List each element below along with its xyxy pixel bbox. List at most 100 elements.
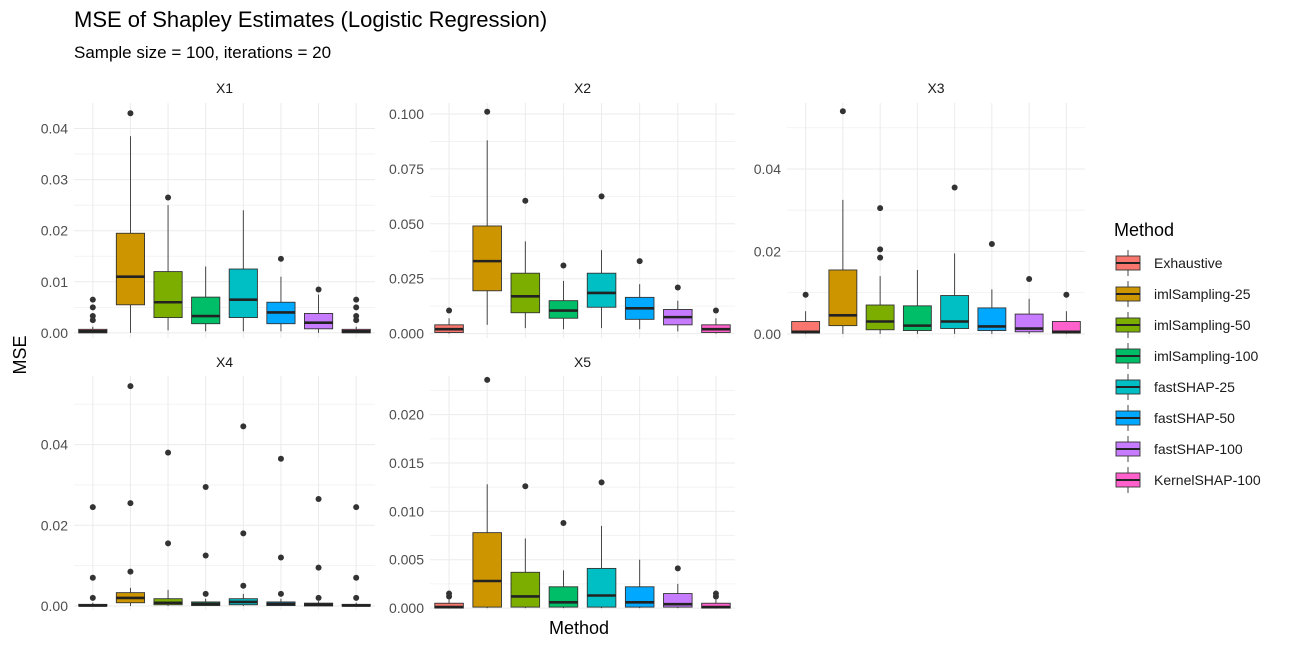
box-fastshap-100 bbox=[304, 496, 334, 607]
y-tick-label: 0.000 bbox=[389, 600, 424, 616]
outlier-point bbox=[353, 504, 360, 511]
box-fastshap-25 bbox=[228, 423, 258, 606]
box-imlsampling-100 bbox=[191, 483, 221, 607]
y-tick-label: 0.04 bbox=[754, 161, 781, 177]
box-body bbox=[510, 272, 541, 314]
y-tick-label: 0.00 bbox=[754, 326, 781, 342]
y-tick-label: 0.015 bbox=[389, 455, 424, 471]
outlier-point bbox=[988, 241, 995, 247]
outlier-point bbox=[598, 479, 605, 486]
legend-item-imlsampling-25: imlSampling-25 bbox=[1115, 281, 1251, 307]
outlier-point bbox=[315, 564, 322, 571]
box-fastshap-25 bbox=[940, 184, 970, 334]
box-exhaustive bbox=[791, 291, 821, 334]
outlier-point bbox=[446, 593, 453, 600]
box-fastshap-100 bbox=[1014, 276, 1044, 334]
outlier-point bbox=[839, 108, 846, 115]
outlier-point bbox=[202, 552, 209, 559]
y-tick-label: 0.01 bbox=[41, 274, 68, 290]
box-body bbox=[940, 295, 970, 329]
outlier-point bbox=[877, 246, 884, 253]
legend-label: fastSHAP-100 bbox=[1154, 441, 1243, 457]
outlier-point bbox=[277, 255, 284, 262]
box-fastshap-50 bbox=[266, 455, 296, 607]
facet-panels: X1 0.00 0.01 0.02 0.03 0.04 X2 0.000 0.025 0.050 0… bbox=[41, 80, 1085, 616]
legend-label: imlSampling-25 bbox=[1154, 286, 1251, 302]
outlier-point bbox=[522, 483, 529, 490]
box-fastshap-50 bbox=[624, 258, 655, 330]
outlier-point bbox=[484, 376, 491, 383]
panel-x5: X5 0.000 0.005 0.010 0.015 0.020 bbox=[389, 354, 735, 616]
outlier-point bbox=[127, 110, 134, 117]
box-exhaustive bbox=[78, 504, 108, 607]
outlier-point bbox=[127, 568, 134, 575]
box-body bbox=[191, 296, 221, 325]
box-imlsampling-100 bbox=[191, 266, 221, 332]
outlier-point bbox=[89, 296, 96, 303]
box-imlsampling-25 bbox=[472, 108, 502, 325]
y-tick-label: 0.04 bbox=[41, 121, 68, 137]
y-tick-label: 0.000 bbox=[389, 326, 424, 342]
box-kernelshap-100 bbox=[1051, 291, 1081, 334]
y-tick-label: 0.02 bbox=[41, 223, 68, 239]
outlier-point bbox=[240, 530, 247, 537]
box-kernelshap-100 bbox=[701, 590, 731, 609]
outlier-point bbox=[712, 307, 719, 314]
outlier-point bbox=[277, 590, 284, 597]
legend: Method Exhaustive imlSampling-25 imlSampli… bbox=[1114, 220, 1261, 493]
box-exhaustive bbox=[434, 590, 464, 609]
box-imlsampling-50 bbox=[153, 194, 183, 331]
outlier-point bbox=[89, 594, 96, 601]
outlier-point bbox=[1063, 291, 1070, 298]
y-tick-label: 0.00 bbox=[41, 325, 68, 341]
facet-strip-label: X5 bbox=[574, 354, 591, 370]
outlier-point bbox=[712, 593, 719, 600]
box-fastshap-50 bbox=[624, 559, 655, 609]
outlier-point bbox=[674, 565, 681, 572]
y-tick-label: 0.02 bbox=[41, 517, 68, 533]
box-kernelshap-100 bbox=[341, 504, 371, 607]
box-exhaustive bbox=[78, 296, 108, 334]
box-body bbox=[977, 307, 1007, 332]
box-body bbox=[153, 271, 183, 319]
box-fastshap-25 bbox=[586, 193, 617, 329]
legend-label: Exhaustive bbox=[1154, 255, 1223, 271]
legend-item-exhaustive: Exhaustive bbox=[1115, 250, 1223, 276]
outlier-point bbox=[877, 205, 884, 212]
outlier-point bbox=[951, 184, 958, 191]
legend-label: imlSampling-100 bbox=[1154, 348, 1258, 364]
box-exhaustive bbox=[434, 307, 464, 334]
box-body bbox=[865, 304, 895, 331]
outlier-point bbox=[560, 519, 567, 526]
panel-x2: X2 0.000 0.025 0.050 0.075 0.100 bbox=[389, 80, 735, 342]
box-imlsampling-50 bbox=[510, 483, 541, 609]
box-body bbox=[472, 225, 502, 292]
y-tick-label: 0.02 bbox=[754, 243, 781, 259]
outlier-point bbox=[89, 304, 96, 311]
x-axis-title: Method bbox=[549, 618, 609, 638]
outlier-point bbox=[89, 574, 96, 581]
chart-title: MSE of Shapley Estimates (Logistic Regre… bbox=[74, 7, 547, 32]
y-tick-label: 0.03 bbox=[41, 172, 68, 188]
outlier-point bbox=[240, 582, 247, 589]
box-body bbox=[548, 586, 579, 608]
chart-subtitle: Sample size = 100, iterations = 20 bbox=[74, 43, 331, 62]
outlier-point bbox=[202, 590, 209, 597]
box-body bbox=[586, 272, 617, 308]
outlier-point bbox=[127, 500, 134, 507]
legend-label: KernelSHAP-100 bbox=[1154, 472, 1261, 488]
y-tick-label: 0.100 bbox=[389, 106, 424, 122]
box-body bbox=[472, 532, 502, 608]
outlier-point bbox=[636, 258, 643, 265]
box-fastshap-25 bbox=[228, 210, 258, 332]
outlier-point bbox=[560, 262, 567, 269]
y-tick-label: 0.010 bbox=[389, 503, 424, 519]
outlier-point bbox=[877, 254, 884, 261]
box-imlsampling-100 bbox=[548, 262, 579, 330]
facet-strip-label: X1 bbox=[216, 80, 233, 96]
outlier-point bbox=[802, 291, 809, 298]
box-imlsampling-25 bbox=[828, 108, 858, 334]
facet-strip-label: X2 bbox=[574, 80, 591, 96]
box-body bbox=[828, 269, 858, 327]
